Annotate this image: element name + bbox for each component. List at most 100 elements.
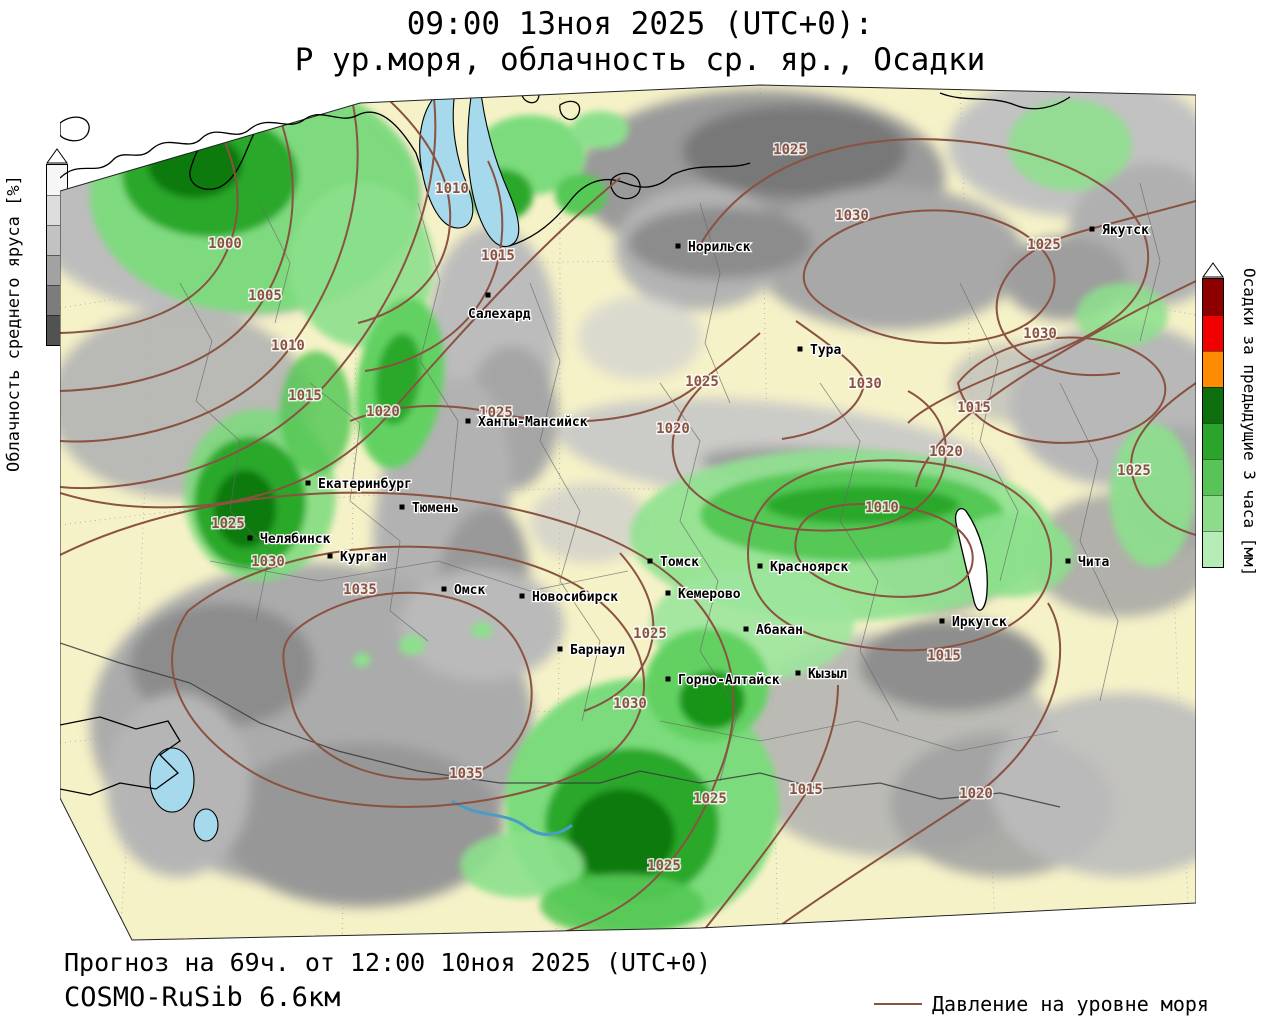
precip-colorbar-ticks: 502515105210.1 [1173,262,1224,573]
city-marker [399,504,405,510]
city-label: Абакан [756,623,803,638]
isobar-label: 1020 [656,421,690,437]
city-marker [675,243,681,249]
city-marker [647,558,653,564]
state-border [599,770,1061,808]
colorbar-segment [1203,387,1223,423]
colorbar-segment [1203,495,1223,531]
ob-gulf [419,90,474,229]
city-marker [465,418,471,424]
isobar-label: 1015 [927,648,961,664]
admin-border [819,382,899,722]
city-marker [757,563,763,569]
admin-border [417,202,459,502]
map-title-datetime: 09:00 13ноя 2025 (UTC+0): [406,6,874,42]
isobar [995,200,1196,377]
colorbar-segment [47,165,67,195]
city-label: Красноярск [770,560,848,575]
pressure-line-sample [874,1003,922,1005]
pressure-legend: Давление на уровне моря [874,992,1209,1016]
isobar [60,85,359,443]
city-marker [939,618,945,624]
isobars [60,85,1196,940]
isobar-label: 1030 [848,376,882,392]
isobar-label: 1025 [685,374,719,390]
isobar-label: 1015 [481,248,515,264]
city-label: Тюмень [412,501,459,516]
model-name: COSMO-RuSib 6.6км [64,982,341,1013]
isobar [60,491,735,940]
arctic-coast [508,162,751,247]
isobar-label: 1030 [1023,326,1057,342]
cloud-colorbar-axis-label: Облачность среднего яруса [%] [4,175,24,472]
city-label: Чита [1078,555,1109,570]
city-label: Горно-Алтайск [678,673,780,688]
city-marker [1089,226,1095,232]
isobar-label: 1000 [208,236,242,252]
admin-border [659,382,739,782]
city-marker [1065,558,1071,564]
forecast-info: Прогноз на 69ч. от 12:00 10ноя 2025 (UTC… [64,948,712,977]
isobar-label: 1025 [1117,463,1151,479]
isobar [695,684,839,940]
city-marker [305,480,311,486]
colorbar-segment [1203,351,1223,387]
up-arrow-icon [1202,262,1224,278]
isobar-label: 1025 [647,858,681,874]
isobar [60,177,621,509]
isobar [583,552,655,712]
city-label: Новосибирск [532,590,618,605]
city-marker [247,535,253,541]
precipitation-shading [90,85,1194,936]
admin-border [659,720,1059,752]
city-label: Ханты-Мансийск [478,415,588,430]
isobar [671,377,948,532]
isobar-label: 1010 [271,338,305,354]
isobar [699,138,1150,424]
city-marker [441,586,447,592]
forecast-map: 1000 1005 1010 1015 1010 1015 1020 1025 1025 1030… [60,84,1196,941]
admin-border [959,282,1019,582]
isobar-label: 1015 [288,388,322,404]
state-border [60,642,600,784]
city-marker [327,553,333,559]
city-label: Тура [810,343,841,358]
water-bodies [149,85,988,842]
isobar [60,85,294,392]
city-label: Иркутск [952,615,1007,630]
isobar-label: 1030 [835,208,869,224]
isobar [956,336,1167,444]
city-label: Кызыл [808,667,847,682]
admin-border [209,560,629,592]
city-marker [557,646,563,652]
isobar [357,100,452,324]
arctic-coast [60,111,423,179]
isobar-label: 1025 [211,516,245,532]
isobar [746,459,1053,652]
pressure-legend-label: Давление на уровне моря [932,992,1209,1016]
isobar [759,602,1062,940]
admin-border [179,282,271,622]
colorbar-segment [1203,423,1223,459]
city-marker [485,292,491,298]
admin-border [1059,382,1119,702]
isobar [364,160,504,372]
isobar-label: 1015 [957,400,991,416]
isobar [171,545,646,808]
island-coast [559,100,581,121]
isobar-label: 1010 [435,181,469,197]
city-label: Екатеринбург [318,477,412,492]
isobar-label: 1025 [1027,237,1061,253]
colorbar-segment [1203,459,1223,495]
island-coast [60,116,90,142]
isobar-label: 1010 [865,500,899,516]
precip-colorbar: 502515105210.1 [1173,262,1224,573]
isobar [60,85,437,490]
isobar-label: 1035 [343,582,377,598]
admin-border [309,382,429,642]
isobar-label: 1025 [479,405,513,421]
lake [149,747,195,813]
isobar [781,320,866,440]
isobar-label: 1020 [959,786,993,802]
